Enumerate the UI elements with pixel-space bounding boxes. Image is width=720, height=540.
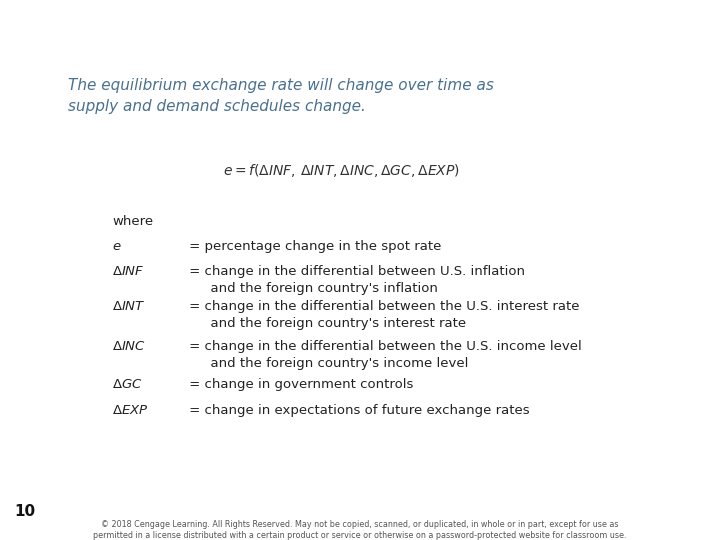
Text: where: where <box>112 215 153 228</box>
Text: $\Delta INT$: $\Delta INT$ <box>112 300 146 313</box>
Text: $e = f(\Delta INF,\, \Delta INT,\Delta INC,\Delta GC,\Delta EXP)$: $e = f(\Delta INF,\, \Delta INT,\Delta I… <box>223 162 460 179</box>
Text: Factors That Influence Exchange Rates (1 of 5): Factors That Influence Exchange Rates (1… <box>94 16 626 35</box>
Text: = change in the differential between the U.S. income level: = change in the differential between the… <box>185 340 582 353</box>
Text: 10: 10 <box>14 504 35 519</box>
Text: $\Delta INF$: $\Delta INF$ <box>112 265 145 278</box>
Text: $\Delta EXP$: $\Delta EXP$ <box>112 404 148 417</box>
Text: © 2018 Cengage Learning. All Rights Reserved. May not be copied, scanned, or dup: © 2018 Cengage Learning. All Rights Rese… <box>94 519 626 540</box>
Text: = change in government controls: = change in government controls <box>185 378 413 391</box>
Text: The equilibrium exchange rate will change over time as
supply and demand schedul: The equilibrium exchange rate will chang… <box>68 78 494 114</box>
Text: $\Delta GC$: $\Delta GC$ <box>112 378 143 391</box>
Text: = percentage change in the spot rate: = percentage change in the spot rate <box>185 240 441 253</box>
Text: $e$: $e$ <box>112 240 122 253</box>
Text: = change in expectations of future exchange rates: = change in expectations of future excha… <box>185 404 530 417</box>
Text: $\Delta INC$: $\Delta INC$ <box>112 340 146 353</box>
Text: = change in the differential between U.S. inflation: = change in the differential between U.S… <box>185 265 525 278</box>
Text: and the foreign country's interest rate: and the foreign country's interest rate <box>185 317 466 330</box>
Text: and the foreign country's inflation: and the foreign country's inflation <box>185 282 438 295</box>
Text: and the foreign country's income level: and the foreign country's income level <box>185 357 469 370</box>
Text: = change in the differential between the U.S. interest rate: = change in the differential between the… <box>185 300 580 313</box>
